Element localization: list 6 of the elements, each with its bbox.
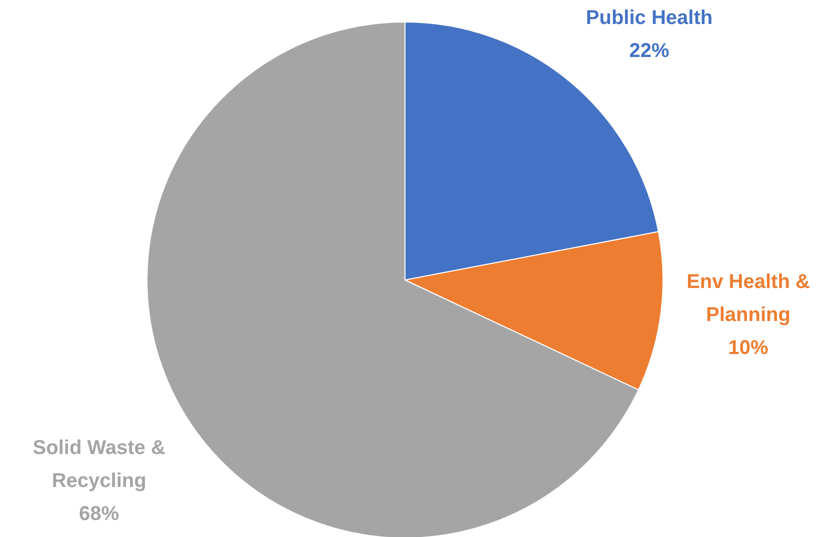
slice-label: Public Health — [586, 7, 713, 30]
data-label: 22% — [629, 40, 670, 62]
slice-label: Solid Waste & Recycling — [32, 437, 166, 492]
data-label: 10% — [728, 337, 768, 360]
slice-label: Env Health & Planning — [686, 271, 810, 326]
data-label: 68% — [79, 503, 120, 526]
